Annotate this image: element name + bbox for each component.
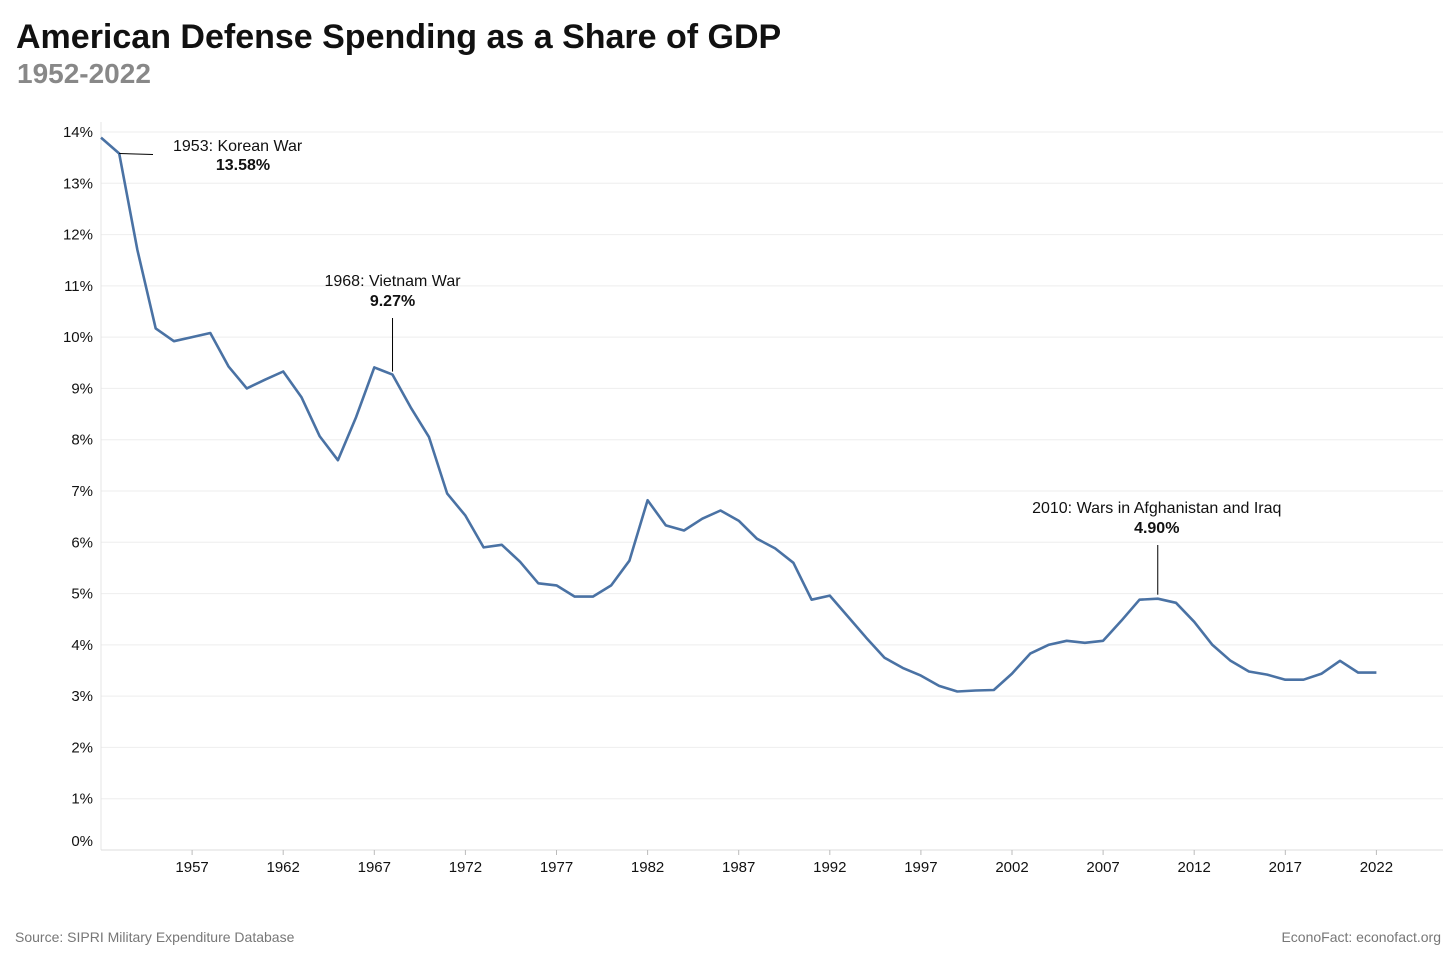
y-tick-label: 10% <box>63 329 93 346</box>
credit-note: EconoFact: econofact.org <box>1281 929 1441 945</box>
y-tick-label: 1% <box>71 791 93 808</box>
annotation-value: 4.90% <box>1134 520 1179 537</box>
y-tick-label: 2% <box>71 739 93 756</box>
y-tick-label: 8% <box>71 432 93 449</box>
chart-title: American Defense Spending as a Share of … <box>16 18 782 56</box>
x-tick-label: 2002 <box>995 859 1028 876</box>
annotation-leader <box>119 153 154 156</box>
x-tick-label: 2017 <box>1269 859 1302 876</box>
x-tick-label: 1967 <box>358 859 391 876</box>
annotation-label: 1968: Vietnam War <box>324 273 461 290</box>
y-tick-label: 3% <box>71 688 93 705</box>
x-tick-label: 2012 <box>1178 859 1211 876</box>
series-line <box>100 136 1377 693</box>
y-tick-label: 12% <box>63 227 93 244</box>
x-tick-label: 1992 <box>813 859 846 876</box>
y-tick-label: 6% <box>71 534 93 551</box>
y-tick-label: 7% <box>71 483 93 500</box>
x-tick-label: 1997 <box>904 859 937 876</box>
y-tick-label: 5% <box>71 586 93 603</box>
y-tick-label: 9% <box>71 380 93 397</box>
chart-subtitle: 1952-2022 <box>17 58 151 89</box>
y-tick-label: 13% <box>63 175 93 192</box>
x-tick-label: 2022 <box>1360 859 1393 876</box>
y-tick-label: 14% <box>63 124 93 141</box>
annotation-label: 1953: Korean War <box>173 138 303 155</box>
annotation-value: 9.27% <box>370 293 415 310</box>
y-tick-label: 0% <box>71 833 93 850</box>
annotation-value: 13.58% <box>216 157 270 174</box>
x-tick-label: 1977 <box>540 859 573 876</box>
y-tick-label: 11% <box>64 278 93 295</box>
annotation-label: 2010: Wars in Afghanistan and Iraq <box>1032 500 1281 517</box>
x-tick-label: 1982 <box>631 859 664 876</box>
x-tick-label: 1987 <box>722 859 755 876</box>
y-tick-label: 4% <box>71 637 93 654</box>
x-tick-label: 1957 <box>175 859 208 876</box>
x-tick-label: 1972 <box>449 859 482 876</box>
x-tick-label: 2007 <box>1086 859 1119 876</box>
source-note: Source: SIPRI Military Expenditure Datab… <box>15 929 295 945</box>
x-tick-label: 1962 <box>267 859 300 876</box>
